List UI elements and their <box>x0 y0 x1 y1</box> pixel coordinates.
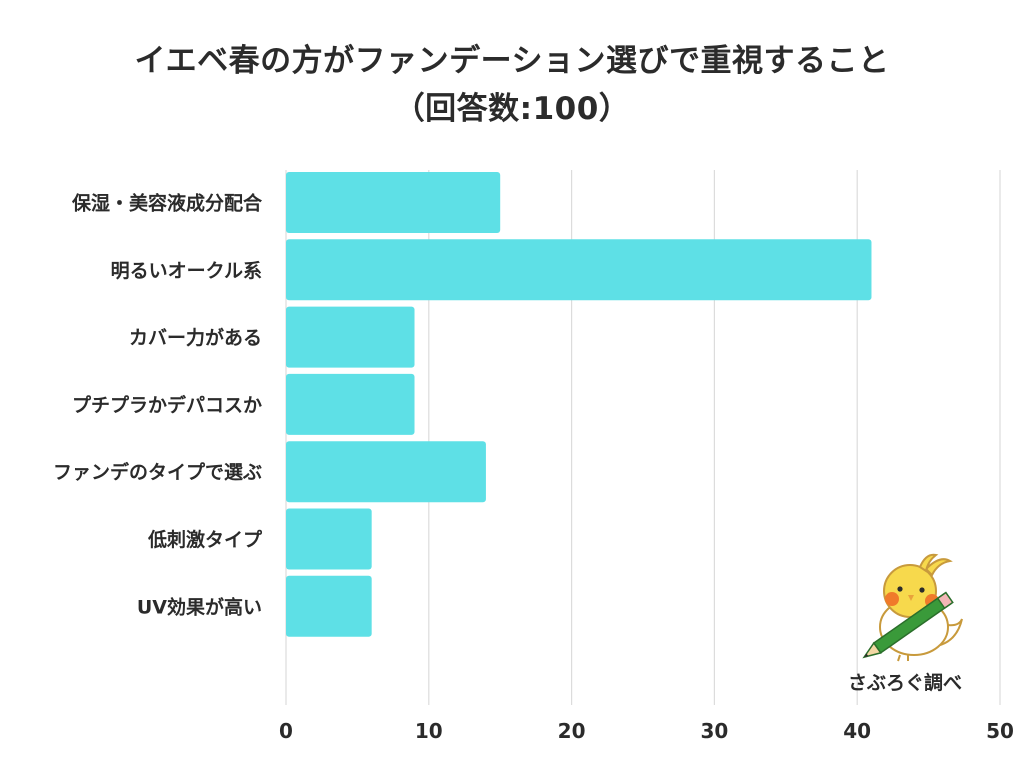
x-tick-labels: 0 10 20 30 40 50 <box>279 719 1014 743</box>
category-label: ファンデのタイプで選ぶ <box>53 461 262 484</box>
x-tick-label: 20 <box>558 719 586 743</box>
category-labels: 保湿・美容液成分配合明るいオークル系カバー力があるプチプラかデパコスかファンデの… <box>53 192 263 619</box>
x-tick-label: 0 <box>279 719 293 743</box>
category-label: 明るいオークル系 <box>111 260 262 282</box>
bar <box>286 306 415 368</box>
bird-mascot-icon <box>862 553 963 662</box>
bar <box>286 575 372 637</box>
source-credit-label: さぶろぐ調べ <box>848 672 963 694</box>
bar <box>286 441 486 503</box>
chart-title-line1: イエベ春の方がファンデーション選びで重視すること <box>134 43 890 79</box>
bar <box>286 508 372 570</box>
chart-title-line2: （回答数:100） <box>393 91 631 127</box>
bar <box>286 373 415 435</box>
x-tick-label: 40 <box>843 719 871 743</box>
category-label: 保湿・美容液成分配合 <box>71 192 263 215</box>
x-tick-label: 10 <box>415 719 443 743</box>
bars <box>286 172 872 637</box>
x-tick-label: 30 <box>700 719 728 743</box>
bar <box>286 239 872 301</box>
category-label: カバー力がある <box>129 326 262 349</box>
x-tick-label: 50 <box>986 719 1014 743</box>
category-label: UV効果が高い <box>137 595 262 618</box>
category-label: プチプラかデパコスか <box>72 393 262 416</box>
bar <box>286 172 501 233</box>
category-label: 低刺激タイプ <box>147 528 263 551</box>
